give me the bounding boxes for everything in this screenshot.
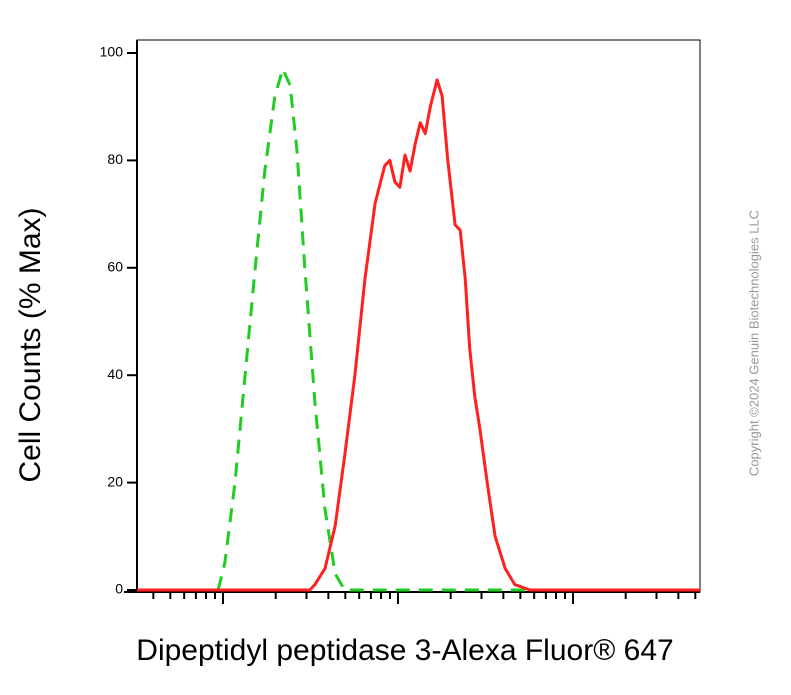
y-tick-label: 40 — [107, 366, 123, 382]
x-ticks — [152, 592, 697, 604]
copyright: Copyright ©2024 Genuin Biotechnologies L… — [746, 210, 761, 476]
y-tick-label: 80 — [107, 151, 123, 167]
y-axis-label: Cell Counts (% Max) — [14, 207, 47, 482]
y-tick-label: 100 — [100, 44, 124, 60]
y-tick-label: 60 — [107, 259, 123, 275]
y-tick-label: 0 — [115, 581, 123, 597]
y-tick-label: 20 — [107, 473, 123, 489]
series-line — [216, 67, 700, 592]
series-line — [137, 78, 700, 592]
x-axis-label: Dipeptidyl peptidase 3-Alexa Fluor® 647 — [136, 634, 673, 667]
plot-frame — [136, 39, 701, 593]
